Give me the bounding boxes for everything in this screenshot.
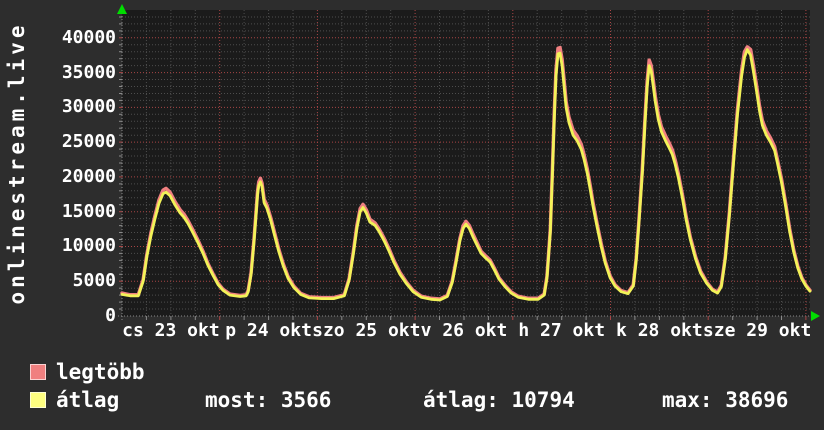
stat-most-label: most:: [205, 388, 269, 412]
legend-label-atlag: átlag: [56, 388, 120, 412]
stat-max: max: 38696: [662, 389, 788, 411]
legend-swatch-atlag: [30, 392, 46, 408]
stat-atlag: átlag: 10794: [423, 389, 575, 411]
x-tick-label: cs 23 okt: [122, 320, 220, 341]
legend-row-atlag: átlag: [30, 389, 119, 411]
legend-swatch-legtobb: [30, 364, 46, 380]
x-tick-label: sze 29 okt: [702, 320, 812, 341]
stat-most-value: 3566: [280, 388, 332, 412]
x-tick-label: h 27 okt: [518, 320, 606, 341]
stat-most: most: 3566: [205, 389, 331, 411]
x-tick-label: szo 25 okt: [312, 320, 421, 341]
x-tick-label: p 24 okt: [225, 320, 312, 341]
chart-svg: [117, 4, 820, 321]
y-tick-label: 20000: [61, 165, 116, 187]
stat-atlag-value: 10794: [511, 388, 575, 412]
legend-label-legtobb: legtöbb: [56, 360, 145, 384]
y-tick-label: 35000: [61, 61, 116, 83]
legend-row-legtobb: legtöbb: [30, 361, 145, 383]
stat-max-value: 38696: [725, 388, 789, 412]
stat-atlag-label: átlag:: [423, 388, 499, 412]
y-tick-label: 25000: [61, 131, 116, 153]
y-tick-label: 15000: [61, 200, 116, 222]
y-tick-label: 5000: [72, 270, 116, 292]
y-tick-label: 40000: [61, 26, 116, 48]
stat-max-label: max:: [662, 388, 713, 412]
x-tick-label: k 28 okt: [616, 320, 703, 341]
x-axis-arrow-icon: [811, 311, 820, 321]
y-tick-label: 30000: [61, 96, 116, 118]
y-tick-label: 0: [105, 305, 116, 326]
y-tick-label: 10000: [61, 235, 116, 257]
x-tick-label: v 26 okt: [420, 320, 508, 341]
y-axis-arrow-icon: [117, 4, 127, 14]
series-atlag-line: [120, 48, 812, 302]
